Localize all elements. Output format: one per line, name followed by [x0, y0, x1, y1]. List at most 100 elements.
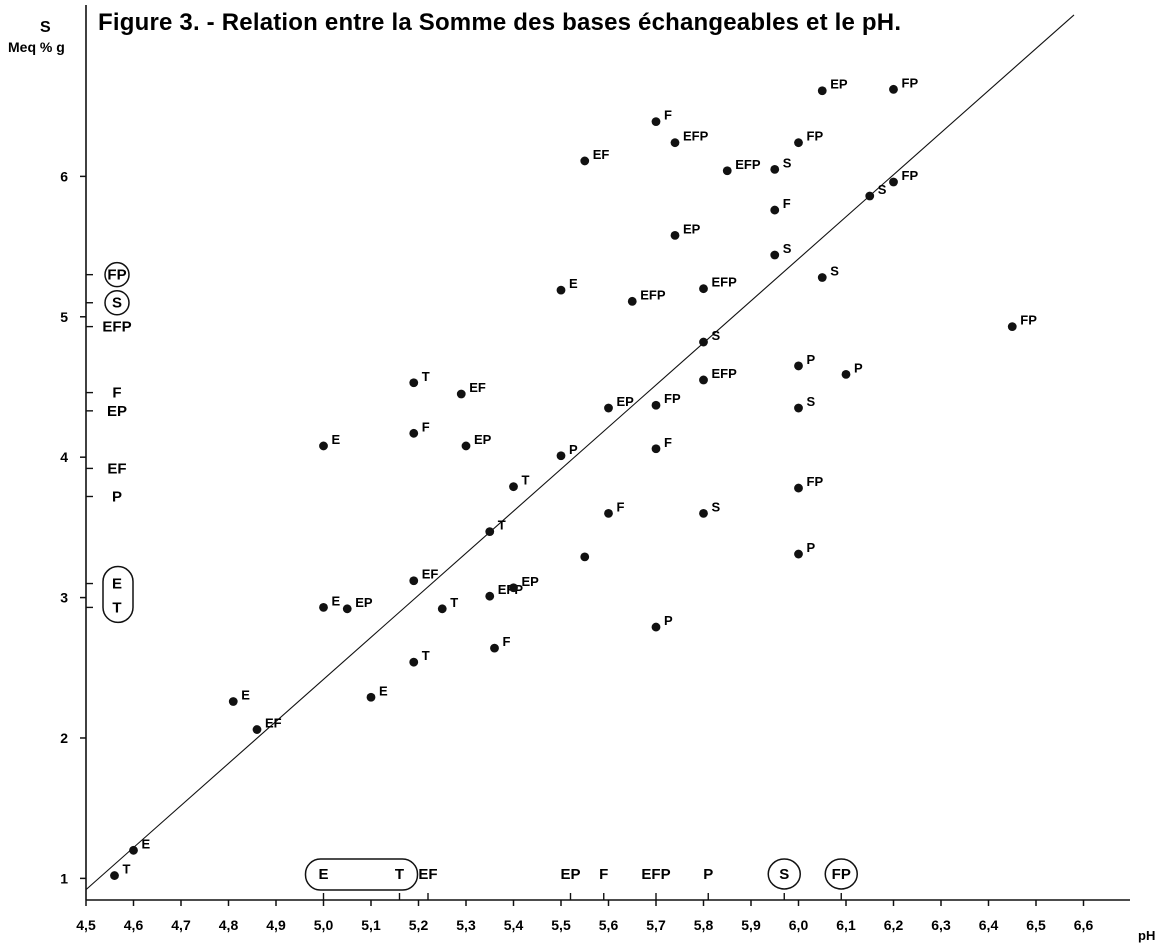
x-axis-marker-label: P	[703, 866, 713, 883]
data-point-label: FP	[902, 75, 919, 90]
y-axis-marker-circle	[104, 261, 130, 288]
x-tick-label: 5,7	[646, 917, 666, 933]
data-point-label: E	[142, 836, 151, 851]
data-point-label: FP	[664, 391, 681, 406]
data-point-label: EFP	[712, 366, 738, 381]
x-axis-marker-label: EF	[418, 866, 437, 883]
data-point-label: FP	[902, 168, 919, 183]
data-point	[794, 403, 803, 413]
data-point	[319, 603, 328, 612]
data-point-label: EP	[522, 574, 540, 589]
data-point-label: EP	[683, 221, 701, 236]
y-axis-marker-label: FP	[107, 267, 126, 284]
data-point	[580, 552, 590, 562]
data-point	[110, 871, 119, 880]
data-point-label: S	[783, 241, 792, 256]
data-point	[841, 369, 851, 379]
regression-line	[85, 14, 1075, 891]
data-point-label: F	[783, 196, 791, 211]
y-axis-marker-label: EP	[107, 403, 127, 420]
data-point-label: S	[712, 328, 721, 343]
data-point-label: T	[422, 648, 430, 663]
x-axis-marker-label: S	[779, 866, 789, 883]
x-tick-label: 6,0	[789, 917, 809, 933]
data-point-label: EP	[474, 432, 492, 447]
chart-title: Figure 3. - Relation entre la Somme des …	[98, 9, 901, 36]
data-point	[409, 428, 419, 438]
data-point-label: F	[503, 634, 511, 649]
data-point	[456, 389, 466, 399]
data-point	[770, 164, 780, 174]
data-point	[651, 622, 661, 632]
data-point	[770, 205, 780, 215]
data-point-label: FP	[1020, 313, 1037, 328]
y-tick-label: 6	[60, 168, 68, 184]
data-point-label: EP	[830, 77, 848, 92]
data-point	[366, 692, 376, 702]
data-point-label: F	[617, 499, 625, 514]
y-axis-marker-label: F	[112, 385, 121, 402]
x-tick-label: 4,9	[266, 917, 286, 933]
x-axis-marker-label: E	[318, 866, 328, 883]
data-points-group: TEEEFEEEPETFEFTTEFEPTEFPFTEPEPEFEPFEFPFF…	[110, 75, 1037, 880]
data-point	[556, 451, 566, 461]
x-tick-label: 5,6	[599, 917, 619, 933]
data-point-label: F	[422, 419, 430, 434]
data-point	[770, 250, 780, 260]
data-point-label: P	[807, 352, 816, 367]
data-point-label: S	[807, 394, 816, 409]
data-point-label: EF	[422, 567, 439, 582]
data-point	[670, 230, 680, 240]
x-axis-group-box	[304, 858, 419, 891]
y-axis-marker-label: EFP	[102, 319, 131, 336]
data-point-label: EF	[593, 147, 610, 162]
data-point	[409, 378, 419, 388]
y-tick-group: 1 2 3 4 5 6	[60, 168, 86, 886]
data-point-label: E	[379, 683, 388, 698]
data-point	[794, 549, 803, 559]
data-point	[651, 444, 661, 454]
y-tick-label: 5	[60, 309, 68, 325]
data-point-label: E	[332, 432, 341, 447]
x-tick-label: 5,3	[456, 917, 476, 933]
data-point-label: EP	[617, 394, 635, 409]
data-point-label: S	[830, 263, 839, 278]
x-tick-label: 6,3	[931, 917, 951, 933]
data-point	[228, 697, 238, 706]
data-point	[699, 375, 708, 385]
data-point-label: T	[422, 369, 430, 384]
data-point	[490, 643, 499, 653]
x-tick-label: 6,1	[836, 917, 856, 933]
x-tick-label: 4,8	[219, 917, 239, 933]
data-point	[699, 508, 708, 518]
x-tick-label: 6,4	[979, 917, 999, 933]
data-point	[342, 604, 352, 614]
data-point-label: EFP	[735, 157, 761, 172]
y-axis-marker-label: T	[112, 599, 121, 616]
data-point-label: E	[569, 276, 578, 291]
data-point-label: P	[854, 360, 863, 375]
x-tick-label: 6,6	[1074, 917, 1094, 933]
data-point	[794, 483, 803, 493]
y-axis-marker-label: EF	[107, 460, 126, 477]
data-point	[604, 508, 613, 518]
data-point	[509, 482, 518, 492]
data-point-label: T	[123, 862, 131, 877]
data-point-label: T	[498, 518, 506, 533]
data-point	[699, 284, 708, 294]
x-axis-marker-label: FP	[832, 866, 851, 883]
data-point-label: S	[783, 155, 792, 170]
x-axis-marker-label: EP	[560, 866, 580, 883]
data-point	[699, 337, 708, 347]
data-point	[889, 177, 898, 187]
y-axis-unit-label: Meq % g	[8, 39, 65, 55]
data-point	[485, 527, 495, 536]
x-tick-label: 5,5	[551, 917, 571, 933]
data-point	[651, 117, 661, 127]
data-point-label: P	[569, 442, 578, 457]
x-tick-label: 5,2	[409, 917, 429, 933]
data-point-label: EF	[469, 380, 486, 395]
data-point	[461, 441, 471, 451]
